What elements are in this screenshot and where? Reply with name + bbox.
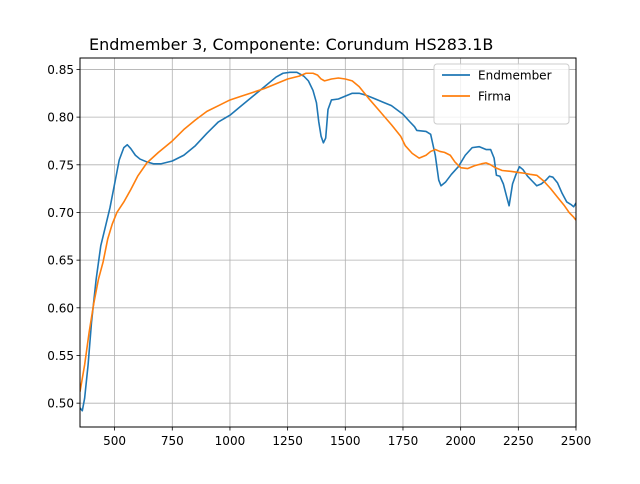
x-tick-label: 1500 — [330, 434, 361, 448]
legend-label-endmember: Endmember — [478, 69, 552, 83]
y-tick-label: 0.55 — [47, 349, 74, 363]
x-tick-label: 750 — [161, 434, 184, 448]
x-tick-label: 2250 — [503, 434, 534, 448]
y-tick-label: 0.80 — [47, 111, 74, 125]
x-tick-label: 1250 — [272, 434, 303, 448]
series-line-firma — [80, 72, 576, 392]
x-tick-label: 2500 — [561, 434, 592, 448]
x-tick-label: 500 — [103, 434, 126, 448]
y-tick-label: 0.60 — [47, 301, 74, 315]
y-tick-label: 0.85 — [47, 63, 74, 77]
tick-layer: 500 750 1000 1250 1500 1750 2000 2250 2500 0.50 0.… — [47, 63, 591, 448]
y-tick-label: 0.65 — [47, 254, 74, 268]
y-tick-label: 0.50 — [47, 397, 74, 411]
x-tick-label: 1750 — [388, 434, 419, 448]
chart-title: Endmember 3, Componente: Corundum HS283.… — [89, 35, 493, 54]
y-tick-label: 0.70 — [47, 206, 74, 220]
x-tick-label: 1000 — [215, 434, 246, 448]
x-tick-label: 2000 — [445, 434, 476, 448]
plot-frame — [79, 57, 577, 428]
legend-label-firma: Firma — [478, 90, 511, 104]
legend-box — [433, 63, 570, 125]
legend: Endmember Firma — [433, 63, 570, 125]
series-layer — [80, 71, 576, 412]
series-line-endmember — [80, 71, 576, 412]
y-tick-label: 0.75 — [47, 158, 74, 172]
